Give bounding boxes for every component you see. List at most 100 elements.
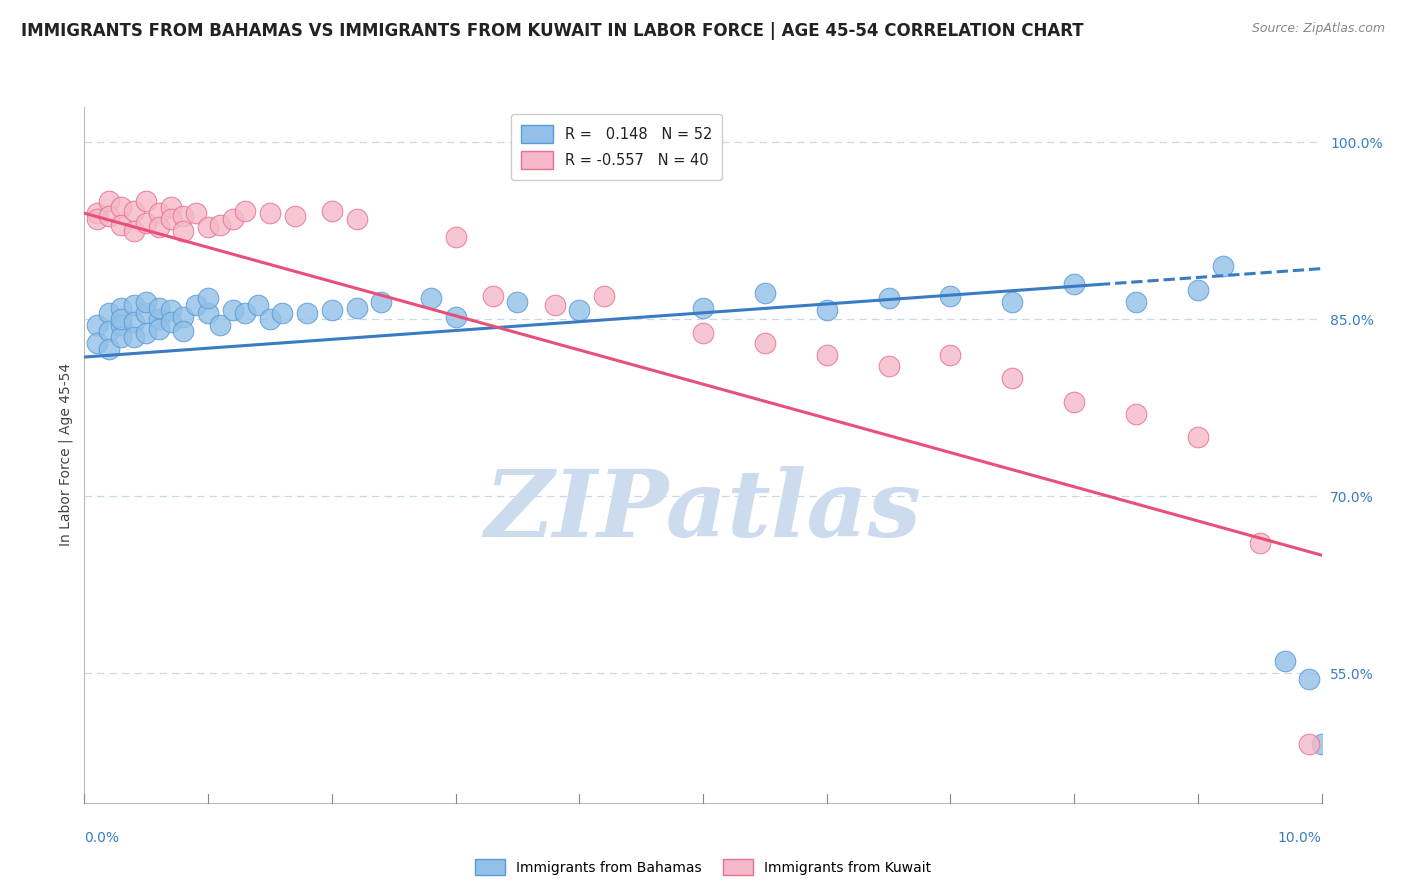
Point bbox=[692, 301, 714, 315]
Point bbox=[122, 330, 145, 344]
Point bbox=[444, 229, 467, 244]
Point bbox=[1001, 294, 1024, 309]
Point bbox=[110, 218, 132, 232]
Point bbox=[481, 289, 503, 303]
Point bbox=[233, 306, 256, 320]
Point bbox=[110, 312, 132, 326]
Point bbox=[1274, 654, 1296, 668]
Point bbox=[148, 312, 170, 326]
Point bbox=[160, 200, 183, 214]
Point bbox=[110, 301, 132, 315]
Point bbox=[346, 301, 368, 315]
Point bbox=[370, 294, 392, 309]
Point bbox=[197, 291, 219, 305]
Point bbox=[135, 216, 157, 230]
Point bbox=[222, 212, 245, 227]
Point bbox=[259, 206, 281, 220]
Point bbox=[148, 322, 170, 336]
Point bbox=[754, 286, 776, 301]
Point bbox=[815, 348, 838, 362]
Point bbox=[135, 306, 157, 320]
Point bbox=[135, 326, 157, 341]
Point bbox=[172, 224, 194, 238]
Point bbox=[110, 330, 132, 344]
Point bbox=[506, 294, 529, 309]
Point bbox=[1125, 294, 1147, 309]
Point bbox=[295, 306, 318, 320]
Point bbox=[98, 342, 121, 356]
Point bbox=[222, 302, 245, 317]
Point bbox=[98, 194, 121, 209]
Point bbox=[184, 206, 207, 220]
Point bbox=[160, 302, 183, 317]
Point bbox=[939, 289, 962, 303]
Text: Source: ZipAtlas.com: Source: ZipAtlas.com bbox=[1251, 22, 1385, 36]
Point bbox=[271, 306, 294, 320]
Point bbox=[135, 294, 157, 309]
Point bbox=[184, 298, 207, 312]
Point bbox=[197, 306, 219, 320]
Point bbox=[419, 291, 441, 305]
Point bbox=[321, 302, 343, 317]
Point bbox=[1187, 430, 1209, 444]
Point bbox=[197, 220, 219, 235]
Point bbox=[148, 206, 170, 220]
Legend: R =   0.148   N = 52, R = -0.557   N = 40: R = 0.148 N = 52, R = -0.557 N = 40 bbox=[510, 114, 723, 179]
Point bbox=[543, 298, 565, 312]
Point bbox=[209, 218, 232, 232]
Point bbox=[877, 359, 900, 374]
Point bbox=[98, 306, 121, 320]
Text: 10.0%: 10.0% bbox=[1278, 830, 1322, 845]
Point bbox=[1298, 672, 1320, 686]
Point bbox=[1298, 737, 1320, 751]
Point bbox=[172, 310, 194, 324]
Point bbox=[148, 301, 170, 315]
Point bbox=[1063, 395, 1085, 409]
Point bbox=[135, 194, 157, 209]
Point bbox=[939, 348, 962, 362]
Point bbox=[86, 212, 108, 227]
Point bbox=[98, 209, 121, 223]
Point bbox=[754, 335, 776, 350]
Point bbox=[110, 318, 132, 333]
Point bbox=[160, 315, 183, 329]
Point bbox=[1249, 536, 1271, 550]
Point bbox=[86, 335, 108, 350]
Point bbox=[444, 310, 467, 324]
Text: IMMIGRANTS FROM BAHAMAS VS IMMIGRANTS FROM KUWAIT IN LABOR FORCE | AGE 45-54 COR: IMMIGRANTS FROM BAHAMAS VS IMMIGRANTS FR… bbox=[21, 22, 1084, 40]
Point bbox=[148, 220, 170, 235]
Point bbox=[86, 318, 108, 333]
Point bbox=[1063, 277, 1085, 291]
Point bbox=[86, 206, 108, 220]
Point bbox=[1212, 259, 1234, 273]
Point bbox=[1125, 407, 1147, 421]
Legend: Immigrants from Bahamas, Immigrants from Kuwait: Immigrants from Bahamas, Immigrants from… bbox=[470, 854, 936, 880]
Point bbox=[160, 212, 183, 227]
Point bbox=[1001, 371, 1024, 385]
Point bbox=[877, 291, 900, 305]
Point bbox=[815, 302, 838, 317]
Text: ZIPatlas: ZIPatlas bbox=[485, 466, 921, 556]
Point bbox=[568, 302, 591, 317]
Point bbox=[321, 203, 343, 218]
Point bbox=[346, 212, 368, 227]
Point bbox=[122, 315, 145, 329]
Point bbox=[209, 318, 232, 333]
Point bbox=[122, 224, 145, 238]
Y-axis label: In Labor Force | Age 45-54: In Labor Force | Age 45-54 bbox=[59, 363, 73, 547]
Point bbox=[172, 324, 194, 338]
Point bbox=[122, 203, 145, 218]
Point bbox=[259, 312, 281, 326]
Point bbox=[1310, 737, 1333, 751]
Point bbox=[98, 324, 121, 338]
Point bbox=[233, 203, 256, 218]
Point bbox=[122, 298, 145, 312]
Point bbox=[246, 298, 269, 312]
Point bbox=[110, 200, 132, 214]
Point bbox=[593, 289, 616, 303]
Point bbox=[284, 209, 307, 223]
Point bbox=[1187, 283, 1209, 297]
Point bbox=[692, 326, 714, 341]
Text: 0.0%: 0.0% bbox=[84, 830, 120, 845]
Point bbox=[172, 209, 194, 223]
